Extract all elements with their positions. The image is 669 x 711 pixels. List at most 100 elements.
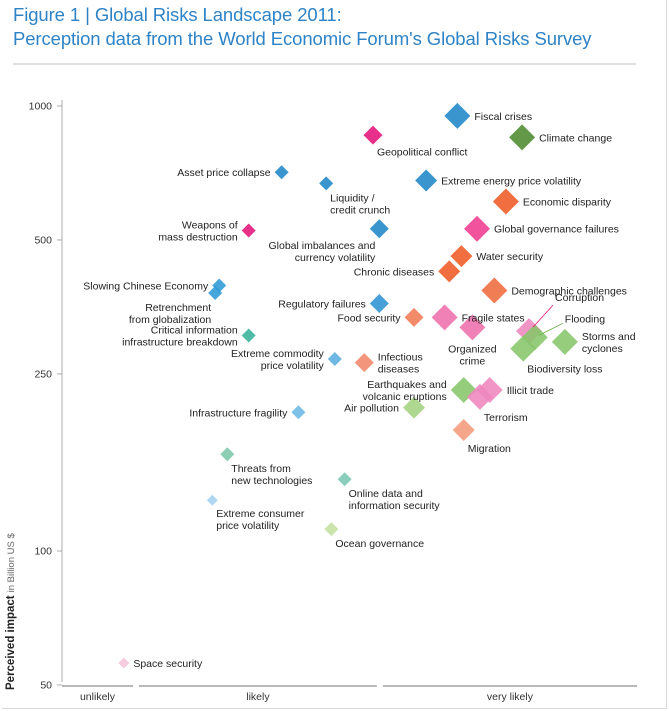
marker-critical-information-infrastructure-breakdown <box>241 328 256 343</box>
label-extreme-energy-price-volatility: Extreme energy price volatility <box>441 176 582 188</box>
label-line: Demographic challenges <box>511 285 627 297</box>
label-line: Weapons of <box>182 220 238 232</box>
label-line: price volatility <box>216 520 280 532</box>
marker-food-security <box>404 307 424 327</box>
marker-economic-disparity <box>492 188 519 215</box>
label-line: Infectious <box>378 352 423 364</box>
label-asset-price-collapse: Asset price collapse <box>177 167 271 179</box>
label-line: Fiscal crises <box>474 111 532 123</box>
label-climate-change: Climate change <box>539 132 612 144</box>
label-extreme-consumer-price-volatility: Extreme consumer price volatility <box>216 508 305 532</box>
marker-organized-crime <box>459 314 486 341</box>
label-flooding: Flooding <box>565 313 605 325</box>
label-retrenchment-from-globalization: Retrenchment from globalization <box>129 302 211 326</box>
label-line: Threats from <box>231 463 291 475</box>
label-line: volcanic eruptions <box>363 391 447 403</box>
label-slowing-chinese-economy: Slowing Chinese Economy <box>83 281 209 293</box>
label-line: Corruption <box>555 292 604 304</box>
label-line: Geopolitical conflict <box>377 147 468 159</box>
x-band-label-very-likely: very likely <box>487 691 534 703</box>
callout-line-flooding <box>538 323 563 336</box>
label-illicit-trade: Illicit trade <box>507 385 554 397</box>
label-infectious-diseases: Infectious diseases <box>378 352 423 376</box>
label-organized-crime: Organized crime <box>448 343 497 367</box>
marker-infrastructure-fragility <box>291 405 306 420</box>
x-band-label-unlikely: unlikely <box>80 691 116 703</box>
marker-extreme-energy-price-volatility <box>415 169 438 192</box>
label-line: diseases <box>378 364 419 376</box>
label-line: Economic disparity <box>523 197 612 209</box>
label-line: Extreme energy price volatility <box>441 176 582 188</box>
label-line: Organized <box>448 343 497 355</box>
label-line: Earthquakes and <box>367 379 447 391</box>
marker-chronic-diseases <box>438 260 461 283</box>
marker-extreme-commodity-price-volatility <box>327 352 342 367</box>
label-economic-disparity: Economic disparity <box>523 197 612 209</box>
figure-title: Figure 1 | Global Risks Landscape 2011: <box>13 4 342 25</box>
label-line: Slowing Chinese Economy <box>83 281 209 293</box>
y-tick-label-1000: 1000 <box>29 101 53 113</box>
marker-storms-and-cyclones <box>551 328 578 355</box>
marker-ocean-governance <box>324 522 339 537</box>
label-line: Climate change <box>539 132 612 144</box>
marker-demographic-challenges <box>481 277 508 304</box>
marker-climate-change <box>509 124 536 151</box>
marker-extreme-consumer-price-volatility <box>206 494 218 506</box>
label-line: Biodiversity loss <box>527 364 602 376</box>
label-weapons-of-mass-destruction: Weapons of mass destruction <box>158 220 238 244</box>
figure-subtitle: Perception data from the World Economic … <box>13 28 592 49</box>
label-air-pollution: Air pollution <box>344 403 399 415</box>
label-liquidity-credit-crunch: Liquidity / credit crunch <box>330 192 390 216</box>
marker-air-pollution <box>403 396 426 419</box>
label-line: Food security <box>337 312 401 324</box>
label-line: Infrastructure fragility <box>189 407 288 419</box>
marker-regulatory-failures <box>369 293 389 313</box>
y-tick-label-500: 500 <box>34 234 52 246</box>
label-line: Global governance failures <box>494 224 619 236</box>
label-ocean-governance: Ocean governance <box>335 538 424 550</box>
label-line: Critical information <box>151 324 238 336</box>
label-line: Global imbalances and <box>268 240 375 252</box>
label-line: cyclones <box>582 343 623 355</box>
y-axis-title-unit: in Billion US $ <box>6 533 17 593</box>
label-terrorism: Terrorism <box>484 412 528 424</box>
label-line: price volatility <box>261 360 325 372</box>
label-fiscal-crises: Fiscal crises <box>474 111 532 123</box>
label-food-security: Food security <box>337 312 401 324</box>
label-line: Water security <box>476 251 543 263</box>
marker-infectious-diseases <box>354 353 374 373</box>
y-axis-title: Perceived impact in Billion US $ <box>5 533 17 690</box>
label-migration: Migration <box>468 443 511 455</box>
label-threats-from-new-technologies: Threats from new technologies <box>231 463 312 487</box>
marker-threats-from-new-technologies <box>220 447 235 462</box>
label-line: Liquidity / <box>330 192 374 204</box>
label-line: Storms and <box>582 331 636 343</box>
label-regulatory-failures: Regulatory failures <box>278 298 366 310</box>
marker-fragile-states <box>431 304 458 331</box>
marker-retrenchment-from-globalization <box>208 285 223 300</box>
label-line: information security <box>349 500 441 512</box>
label-corruption: Corruption <box>555 292 604 304</box>
label-line: credit crunch <box>330 204 390 216</box>
y-axis-title-main: Perceived impact <box>5 595 17 690</box>
label-storms-and-cyclones: Storms and cyclones <box>582 331 636 355</box>
label-line: Fragile states <box>462 312 525 324</box>
label-line: crime <box>460 355 486 367</box>
marker-online-data-and-information-security <box>337 472 352 487</box>
label-online-data-and-information-security: Online data and information security <box>349 488 441 512</box>
label-geopolitical-conflict: Geopolitical conflict <box>377 147 468 159</box>
label-line: Illicit trade <box>507 385 554 397</box>
label-line: mass destruction <box>158 232 238 244</box>
label-line: Air pollution <box>344 403 399 415</box>
marker-space-security <box>118 657 130 669</box>
marker-fiscal-crises <box>444 102 471 129</box>
label-line: Extreme commodity <box>231 348 325 360</box>
marker-terrorism <box>466 383 493 410</box>
marker-biodiversity-loss <box>510 335 537 362</box>
label-chronic-diseases: Chronic diseases <box>354 266 435 278</box>
label-line: Extreme consumer <box>216 508 305 520</box>
label-global-governance-failures: Global governance failures <box>494 224 619 236</box>
label-water-security: Water security <box>476 251 543 263</box>
